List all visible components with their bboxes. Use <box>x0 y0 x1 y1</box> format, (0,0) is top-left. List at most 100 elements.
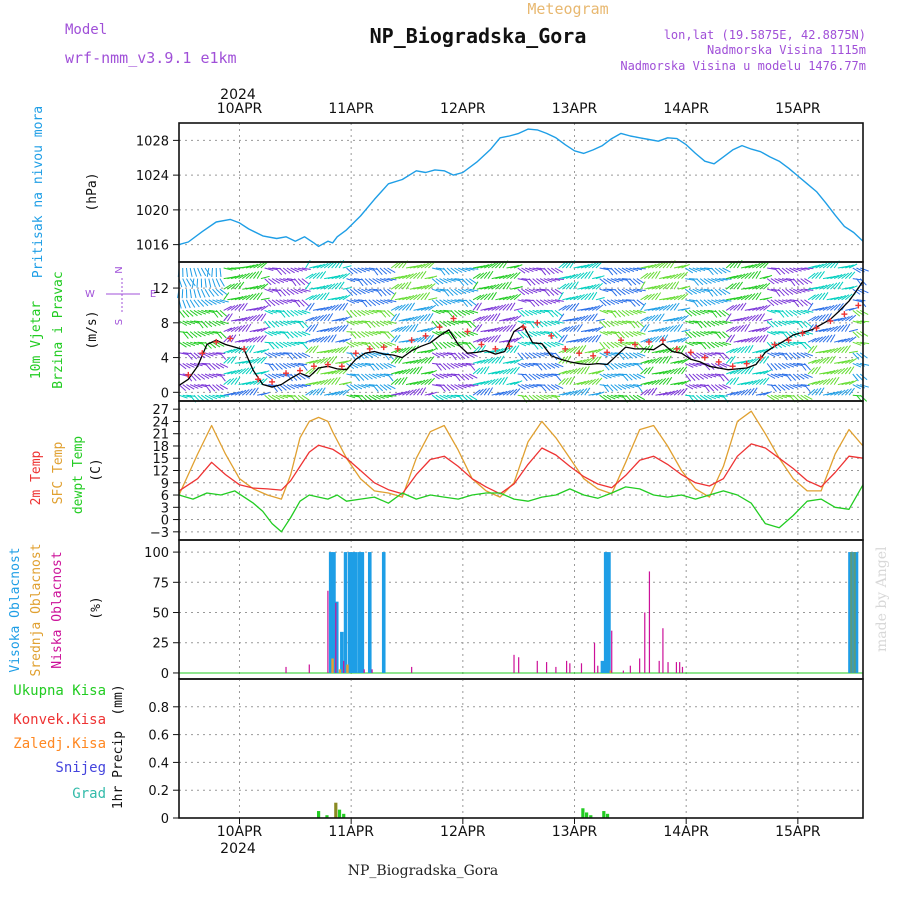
wind-barb <box>446 331 453 340</box>
wind-barb <box>442 267 450 275</box>
wind-barb <box>468 341 476 350</box>
wind-barb <box>465 373 474 380</box>
wind-barb <box>762 334 769 343</box>
wind-barb <box>550 310 559 317</box>
wind-barb <box>688 373 696 381</box>
wind-barb <box>606 394 616 400</box>
cloud-low-bar <box>363 669 365 673</box>
wind-barb <box>692 267 702 272</box>
wind-barb <box>390 292 397 301</box>
wind-barb <box>368 320 376 328</box>
wind-barb <box>521 267 530 273</box>
wind-barb <box>651 284 661 290</box>
wind-barb <box>826 326 835 333</box>
wind-barb <box>491 305 500 311</box>
wind-barb <box>692 373 700 381</box>
wind-barb <box>394 370 404 375</box>
wind-barb <box>197 320 204 329</box>
wind-barb <box>245 366 253 375</box>
wind-barb <box>439 309 449 313</box>
wind-barb <box>279 299 288 304</box>
wind-barb <box>703 278 712 284</box>
wind-barb <box>837 281 844 290</box>
wind-barb <box>588 305 597 311</box>
wind-barb <box>625 278 632 286</box>
wind-barb <box>584 292 592 301</box>
wind-barb <box>454 320 464 324</box>
wind-barb <box>387 352 394 360</box>
wind-barb <box>301 320 309 328</box>
wind-barb <box>476 381 486 386</box>
wind-barb <box>230 347 240 354</box>
wind-barb <box>603 394 612 401</box>
y-tick-label: 0.6 <box>148 729 169 744</box>
wind-barb <box>364 278 373 285</box>
wind-barb <box>219 362 229 368</box>
wind-barb <box>353 362 363 368</box>
wind-barb <box>551 320 560 325</box>
wind-barb <box>774 331 784 334</box>
wind-barb <box>461 384 471 388</box>
wind-barb <box>286 299 296 303</box>
wind-barb <box>275 352 285 356</box>
wind-barb <box>521 299 531 302</box>
wind-barb <box>357 341 367 345</box>
wind-barb <box>748 366 755 375</box>
wind-barb <box>480 271 488 279</box>
wind-barb <box>547 288 555 296</box>
wind-barb <box>766 278 775 285</box>
wind-barb <box>413 366 420 375</box>
wind-barb <box>264 394 272 402</box>
wind-barb <box>413 336 422 343</box>
wind-barb <box>562 347 571 354</box>
wind-barb <box>592 370 601 375</box>
wind-barb <box>636 267 646 270</box>
chart-subtitle: Meteogram <box>527 0 608 18</box>
y-tick-label: 0.2 <box>148 784 169 799</box>
wind-barb <box>241 367 250 375</box>
wind-barb <box>439 363 447 371</box>
wind-barb <box>186 278 192 287</box>
wind-barb <box>394 275 404 280</box>
wind-barb <box>647 293 655 301</box>
wind-barb <box>417 307 426 311</box>
wind-barb <box>494 334 501 343</box>
wind-barb <box>844 272 853 279</box>
wind-barb <box>465 309 475 315</box>
wind-barb <box>309 337 318 343</box>
wind-barb <box>253 387 259 396</box>
wind-barb <box>327 304 336 311</box>
wind-barb <box>699 394 708 401</box>
wind-barb <box>685 320 694 325</box>
wind-barb <box>576 367 584 375</box>
wind-barb <box>361 384 371 388</box>
wind-barb <box>684 267 694 274</box>
wind-barb <box>833 317 843 322</box>
wind-barb <box>506 367 514 375</box>
wind-barb <box>197 299 205 307</box>
wind-barb <box>483 336 492 343</box>
wind-barb <box>543 384 551 392</box>
wind-barb <box>759 334 766 343</box>
wind-barb <box>316 307 326 311</box>
wind-barb <box>446 362 455 369</box>
wind-barb <box>744 264 754 269</box>
wind-barb <box>182 320 192 326</box>
wind-barb <box>677 293 686 301</box>
wind-barb <box>379 373 389 377</box>
wind-barb <box>379 278 389 283</box>
wind-barb <box>547 362 556 369</box>
wind-barb <box>506 281 512 290</box>
wind-barb <box>443 278 452 283</box>
wind-barb <box>569 368 578 375</box>
wind-barb <box>212 320 221 326</box>
wind-barb <box>513 358 523 364</box>
wind-barb <box>740 367 748 375</box>
wind-barb <box>811 286 821 290</box>
wind-barb <box>182 341 191 347</box>
wind-barbs <box>177 260 870 403</box>
wind-barb <box>200 320 208 328</box>
wind-barb <box>208 363 216 370</box>
wind-barb <box>361 309 370 316</box>
wind-barb <box>710 267 719 275</box>
